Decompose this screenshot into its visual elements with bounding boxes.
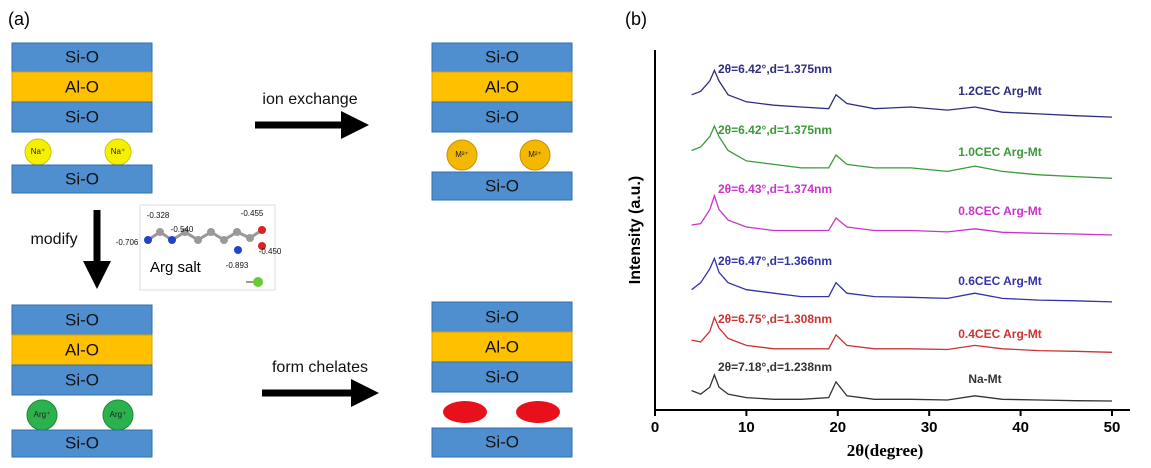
x-tick-label: 20 (829, 419, 846, 436)
layer (431, 427, 573, 458)
x-tick-label: 50 (1104, 419, 1121, 436)
y-axis-label: Intensity (a.u.) (627, 176, 644, 284)
x-tick-label: 10 (738, 419, 755, 436)
ion-label: M²⁺ (455, 150, 469, 159)
layer-label: Al-O (65, 340, 99, 359)
layer (431, 301, 573, 333)
series-label: 1.0CEC Arg-Mt (958, 145, 1042, 159)
x-tick-label: 0 (651, 419, 659, 436)
xrd-curve (691, 124, 1113, 179)
layer (431, 361, 573, 393)
xrd-curve (691, 68, 1113, 118)
charge-label: -0.450 (259, 247, 282, 256)
layer (11, 334, 153, 366)
layer-label: Si-O (485, 367, 519, 386)
layer-label: Si-O (65, 107, 99, 126)
layer (431, 101, 573, 133)
series-label: 1.2CEC Arg-Mt (958, 84, 1042, 98)
peak-annotation: 2θ=6.75°,d=1.308nm (718, 312, 832, 326)
ion-label: Arg⁺ (110, 410, 127, 419)
layer (11, 101, 153, 133)
charge-label: -0.540 (171, 225, 194, 234)
layer-label: Al-O (485, 337, 519, 356)
series-label: 0.6CEC Arg-Mt (958, 274, 1042, 288)
layer-label: Al-O (485, 77, 519, 96)
layer (431, 42, 573, 73)
ion-label: Na⁺ (111, 147, 125, 156)
layer-label: Si-O (485, 307, 519, 326)
layer-label: Si-O (65, 169, 99, 188)
layer (11, 429, 153, 458)
series-label: 0.4CEC Arg-Mt (958, 327, 1042, 341)
layer (431, 171, 573, 201)
ion (519, 139, 551, 171)
peak-annotation: 2θ=6.43°,d=1.374nm (718, 182, 832, 196)
panel-label: (a) (8, 9, 30, 29)
layer-label: Si-O (65, 310, 99, 329)
layer (11, 304, 153, 336)
peak-annotation: 2θ=6.47°,d=1.366nm (718, 254, 832, 268)
layer-label: Si-O (485, 107, 519, 126)
step-label: ion exchange (262, 91, 357, 108)
xrd-curve (691, 256, 1113, 303)
ion-label: Na⁺ (31, 147, 45, 156)
x-tick-label: 30 (921, 419, 938, 436)
peak-annotation: 2θ=6.42°,d=1.375nm (718, 62, 832, 76)
ion (446, 139, 478, 171)
charge-label: -0.455 (241, 209, 264, 218)
x-tick-label: 40 (1012, 419, 1029, 436)
layer-label: Si-O (485, 176, 519, 195)
layer (11, 364, 153, 396)
ion-label: Arg⁺ (34, 410, 51, 419)
layer-label: Si-O (485, 47, 519, 66)
xrd-curve (691, 193, 1113, 236)
charge-label: -0.328 (147, 211, 170, 220)
layer (431, 71, 573, 103)
chelate (443, 401, 487, 423)
peak-annotation: 2θ=7.18°,d=1.238nm (718, 360, 832, 374)
peak-annotation: 2θ=6.42°,d=1.375nm (718, 123, 832, 137)
layer-label: Si-O (65, 433, 99, 452)
molecule-name: Arg salt (150, 259, 202, 276)
step-label: modify (30, 231, 77, 248)
layer-label: Al-O (65, 77, 99, 96)
layer-label: Si-O (485, 432, 519, 451)
layer-label: Si-O (65, 370, 99, 389)
series-label: Na-Mt (968, 372, 1001, 386)
layer (11, 71, 153, 103)
ion-label: M²⁺ (528, 150, 542, 159)
xrd-curve (691, 373, 1113, 402)
series-label: 0.8CEC Arg-Mt (958, 204, 1042, 218)
layer-label: Si-O (65, 47, 99, 66)
charge-label: -0.706 (116, 238, 139, 247)
xrd-curve (691, 315, 1113, 353)
panel-label: (b) (625, 9, 647, 29)
molecule (139, 204, 276, 291)
chelate (516, 401, 560, 423)
charge-label: -0.893 (226, 261, 249, 270)
layer (11, 42, 153, 73)
x-axis-label: 2θ(degree) (847, 441, 924, 460)
step-label: form chelates (272, 359, 368, 376)
layer (11, 164, 153, 194)
